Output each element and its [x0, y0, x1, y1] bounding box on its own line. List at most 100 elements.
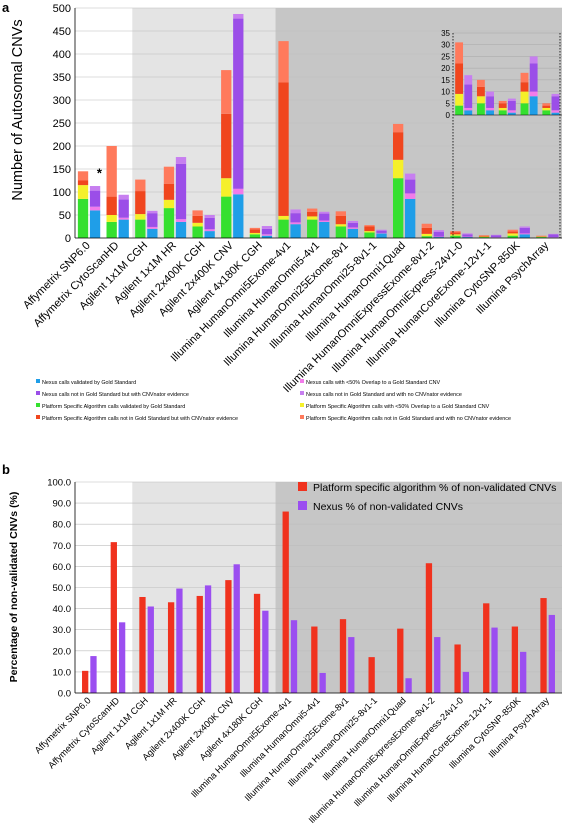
panel-a-bar-segment: [106, 146, 117, 197]
panel-b-bar: [511, 626, 519, 693]
inset-y-tick-label: 25: [441, 52, 450, 61]
panel-a-bar-segment: [392, 132, 404, 160]
panel-a-bar-segment: [462, 237, 473, 238]
panel-a-bar-segment: [335, 226, 347, 238]
inset-bar-segment: [551, 93, 560, 97]
legend-label: Nexus calls validated by Gold Standard: [42, 380, 136, 386]
inset-bar-segment: [476, 79, 485, 87]
panel-a-y-tick-label: 350: [53, 72, 71, 84]
inset-bar-segment: [498, 103, 507, 108]
inset-bar-segment: [486, 110, 494, 115]
panel-a-bar-segment: [106, 221, 117, 238]
panel-a-bar-segment: [175, 219, 187, 222]
inset-bar-segment: [551, 96, 560, 111]
panel-b-bar: [339, 619, 347, 693]
panel-a-bar-segment: [261, 226, 273, 229]
inset-bar-segment: [464, 110, 473, 115]
panel-b-label: b: [2, 462, 10, 477]
panel-a-bar-segment: [450, 235, 461, 238]
panel-a-bar-segment: [519, 233, 530, 235]
inset-bar-segment: [455, 63, 464, 94]
panel-a-asterisk-annotation: *: [97, 165, 103, 180]
inset-bar-segment: [476, 86, 485, 97]
panel-a-bar-segment: [249, 232, 261, 235]
panel-a-bar-segment: [450, 234, 461, 236]
panel-a-bar-segment: [507, 235, 518, 238]
panel-a-bar-segment: [118, 217, 129, 220]
panel-b-bar: [397, 628, 404, 693]
panel-a-bar-segment: [233, 188, 244, 195]
panel-a-bar-segment: [163, 166, 175, 184]
panel-a-bar-segment: [106, 196, 117, 215]
panel-b-bar: [176, 588, 183, 693]
legend-label: Nexus calls not in Gold Standard but wit…: [42, 392, 189, 398]
panel-b-bar: [290, 620, 298, 693]
inset-y-tick-label: 5: [446, 99, 451, 108]
panel-a-bar-segment: [392, 178, 404, 238]
panel-a-bar-segment: [290, 213, 301, 223]
panel-a-bar-segment: [347, 228, 359, 238]
panel-a-bar-segment: [507, 233, 518, 236]
inset-bar-segment: [486, 91, 494, 97]
inset-y-tick-label: 0: [446, 111, 451, 120]
panel-a-bar-segment: [462, 233, 473, 235]
inset-bar-segment: [464, 84, 473, 108]
panel-a-bar-segment: [89, 206, 101, 211]
inset-bar-segment: [464, 107, 473, 111]
legend-label: Platform Specific Algorithm calls not in…: [42, 416, 238, 422]
panel-a-bar-segment: [249, 229, 261, 233]
panel-a-inset-chart: 0 5 10 15 20 25 30 35: [441, 29, 562, 238]
inset-y-tick-label: 20: [441, 64, 450, 73]
inset-bar-segment: [542, 103, 551, 106]
panel-a-bar-segment: [392, 123, 404, 133]
inset-y-tick-label: 35: [441, 29, 450, 38]
panel-b-bar: [233, 564, 240, 693]
panel-a-bar-segment: [221, 178, 232, 197]
panel-a-bar-segment: [163, 183, 175, 200]
panel-a-bar-segment: [335, 215, 347, 225]
panel-a-bar-segment: [307, 219, 318, 238]
panel-a-bar-segment: [347, 222, 359, 228]
panel-a-bar-segment: [233, 13, 244, 19]
inset-y-tick-label: 10: [441, 88, 450, 97]
panel-a-bar-segment: [261, 234, 273, 236]
inset-bar-segment: [498, 110, 507, 115]
panel-b-y-tick-label: 60.0: [53, 562, 72, 573]
panel-a-y-axis-label: Number of Autosomal CNVs: [10, 19, 26, 200]
panel-b-bars: [82, 511, 555, 693]
panel-a-y-tick-label: 50: [59, 210, 71, 222]
inset-y-tick-label: 15: [441, 76, 450, 85]
inset-bar-segment: [464, 75, 473, 85]
panel-a-bar-segment: [364, 232, 375, 238]
panel-b-bar: [147, 606, 154, 693]
panel-b-gridlines: [75, 481, 562, 694]
panel-a-bar-segment: [278, 82, 289, 216]
panel-b-y-axis-label: Percentage of non-validated CNVs (%): [8, 492, 20, 683]
inset-bar-segment: [486, 96, 494, 108]
panel-a-bar-segment: [175, 221, 187, 238]
panel-a-y-tick-label: 300: [53, 95, 71, 107]
inset-y-tick-label: 30: [441, 41, 450, 50]
panel-b-y-tick-label: 0.0: [58, 689, 71, 700]
panel-a-bar-segment: [405, 173, 416, 180]
panel-a-bar-segment: [192, 215, 203, 223]
inset-bar-segment: [551, 112, 560, 115]
inset-bar-segment: [529, 96, 538, 115]
panel-b-bar: [311, 626, 318, 693]
panel-a-bar-segment: [307, 216, 318, 220]
legend-label: Platform specific algorithm % of non-val…: [313, 482, 556, 494]
panel-a-bar-segment: [347, 227, 359, 229]
legend-swatch: [36, 379, 40, 383]
panel-a-bar-segment: [433, 230, 444, 233]
inset-bar-segment: [507, 110, 516, 113]
panel-b-y-tick-label: 30.0: [53, 625, 72, 636]
panel-b-y-tick-label: 80.0: [53, 520, 72, 531]
panel-a-bar-segment: [89, 190, 101, 207]
panel-a-y-tick-label: 0: [65, 233, 71, 245]
panel-a-bar-segment: [249, 234, 261, 238]
legend-swatch: [36, 391, 40, 395]
panel-a-bar-segment: [507, 229, 518, 232]
panel-a-bar-segment: [147, 228, 158, 238]
